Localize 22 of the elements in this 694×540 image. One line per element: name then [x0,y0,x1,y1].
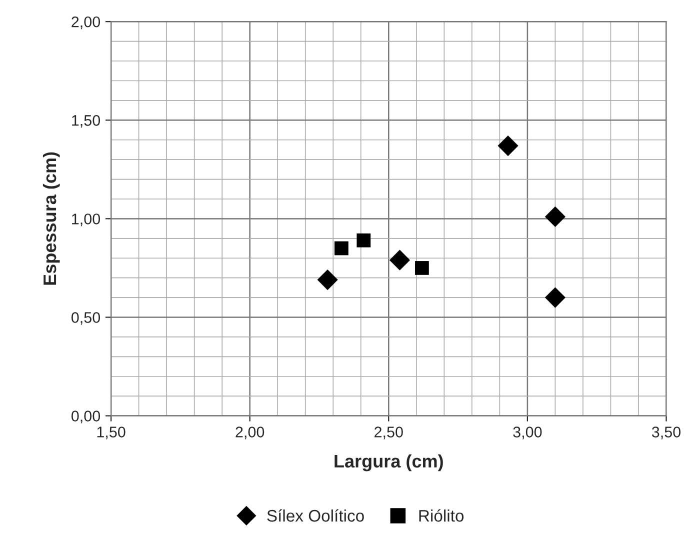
x-tick-label: 2,00 [236,426,264,440]
y-tick-label: 1,50 [72,115,100,128]
y-tick-label: 0,50 [71,312,100,325]
point [389,250,410,270]
y-tick-label: 1,00 [72,214,100,226]
x-axis-title: Largura (cm) [334,454,443,472]
point [334,241,348,256]
legend-label: Sílex Oolítico [267,509,364,522]
y-axis-title: Espessura (cm) [42,152,60,285]
point [317,270,338,290]
point [498,135,518,156]
y-tick-label: 0,00 [71,410,100,424]
point [544,206,566,228]
x-tick-label: 1,50 [97,426,126,440]
x-tick-label: 3,00 [513,426,542,440]
legend-label: Riólito [419,509,464,522]
x-tick-label: 3,50 [652,426,681,440]
point [356,233,371,248]
y-tick-label: 2,00 [72,16,100,30]
point [544,287,566,308]
point [415,261,429,275]
x-tick-label: 2,50 [374,426,403,440]
